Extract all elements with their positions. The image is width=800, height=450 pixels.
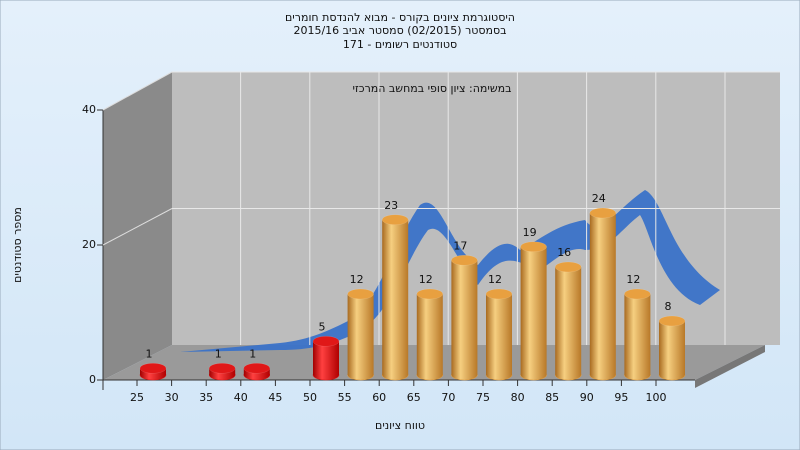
- x-tick-label: 100: [646, 391, 667, 404]
- value-label: 12: [488, 273, 502, 286]
- bar-top: [658, 315, 686, 327]
- value-label: 12: [626, 273, 640, 286]
- x-tick-label: 40: [234, 391, 248, 404]
- bar-top: [208, 363, 236, 374]
- floor-edge: [695, 345, 765, 388]
- bar-top: [347, 288, 374, 300]
- bar-body: [624, 294, 651, 375]
- x-tick-label: 75: [476, 391, 490, 404]
- bar: [416, 288, 444, 381]
- x-tick-label: 65: [407, 391, 421, 404]
- bar: [451, 255, 478, 381]
- value-label: 19: [523, 226, 537, 239]
- bar-top: [451, 255, 478, 266]
- bar-top: [139, 363, 167, 374]
- value-label: 24: [592, 192, 606, 205]
- bar: [554, 261, 582, 381]
- bar-top: [381, 214, 409, 225]
- bar-top: [520, 241, 547, 252]
- title-line: סטודנטים רשומים - 171: [343, 38, 457, 51]
- bar: [520, 241, 547, 381]
- bar-body: [589, 213, 616, 375]
- value-label: 1: [249, 347, 256, 360]
- y-tick-label: 20: [82, 238, 96, 251]
- bar-top: [554, 261, 582, 273]
- bar-body: [451, 260, 478, 375]
- bar-top: [416, 288, 444, 300]
- grid-line: [102, 71, 173, 111]
- bar-top: [243, 363, 271, 374]
- value-label: 8: [665, 300, 672, 313]
- value-label: 1: [215, 347, 222, 360]
- bar: [347, 288, 374, 381]
- x-tick-label: 70: [441, 391, 455, 404]
- bar-body: [659, 321, 685, 375]
- bar: [208, 363, 236, 381]
- bar-top: [589, 207, 617, 219]
- title-line: בסמסטר (02/2015) סמסטר אביב 2015/16: [293, 24, 506, 37]
- x-tick-label: 85: [545, 391, 559, 404]
- value-label: 12: [350, 273, 364, 286]
- title-line: היסטוגרמת ציונים בקורס - מבוא להנדסת חומ…: [285, 11, 515, 24]
- x-tick-label: 30: [165, 391, 179, 404]
- bar: [381, 214, 409, 381]
- bar: [485, 288, 513, 381]
- value-label: 1: [146, 347, 153, 360]
- value-label: 12: [419, 273, 433, 286]
- x-tick-label: 35: [199, 391, 213, 404]
- bar: [589, 207, 617, 381]
- y-tick-label: 0: [89, 373, 96, 386]
- bar-body: [382, 219, 409, 375]
- bar-body: [486, 294, 512, 375]
- bar: [624, 288, 651, 381]
- x-tick-label: 95: [614, 391, 628, 404]
- x-tick-label: 60: [372, 391, 386, 404]
- y-axis-label: מספר סטודנטים: [11, 207, 24, 283]
- value-label: 17: [453, 239, 467, 252]
- bar-body: [313, 341, 339, 375]
- grid-line: [102, 208, 173, 246]
- x-tick-label: 55: [338, 391, 352, 404]
- bar: [139, 363, 167, 381]
- annotation: במשימה: ציון סופי במחשב המרכזי: [352, 82, 511, 95]
- bar-body: [520, 246, 547, 375]
- bar-body: [555, 267, 582, 375]
- bar: [312, 336, 340, 381]
- left-wall: [103, 72, 172, 380]
- trend-ribbon: [180, 190, 720, 352]
- x-tick-label: 90: [580, 391, 594, 404]
- value-label: 16: [557, 246, 571, 259]
- y-tick-label: 40: [82, 103, 96, 116]
- bar: [243, 363, 271, 381]
- x-tick-label: 25: [130, 391, 144, 404]
- bar-body: [347, 294, 374, 375]
- bar-top: [312, 336, 340, 347]
- bar-top: [485, 288, 513, 300]
- bar-top: [624, 288, 651, 300]
- bar: [658, 315, 686, 381]
- bar-body: [416, 294, 443, 375]
- x-tick-label: 45: [268, 391, 282, 404]
- x-axis-label: טווח ציונים: [375, 419, 425, 432]
- x-tick-label: 50: [303, 391, 317, 404]
- value-label: 5: [319, 320, 326, 333]
- x-tick-label: 80: [511, 391, 525, 404]
- value-label: 23: [384, 199, 398, 212]
